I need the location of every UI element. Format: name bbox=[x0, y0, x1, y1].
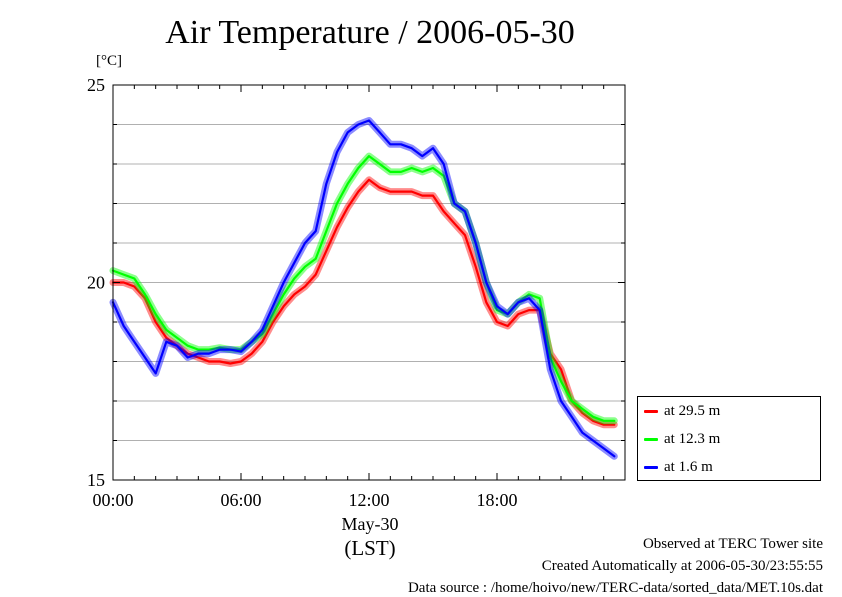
series-line-1 bbox=[111, 155, 616, 422]
x-tick-label: 06:00 bbox=[220, 490, 261, 510]
legend-item-1-6m: at 1.6 m bbox=[644, 456, 713, 478]
legend: at 29.5 m at 12.3 m at 1.6 m bbox=[637, 396, 821, 481]
series-halo-2 bbox=[109, 117, 618, 460]
series-line-2 bbox=[111, 119, 616, 458]
legend-label: at 1.6 m bbox=[664, 459, 713, 475]
x-tick-label: 00:00 bbox=[92, 490, 133, 510]
y-tick-label: 25 bbox=[87, 75, 105, 95]
x-axis-label: (LST) bbox=[344, 536, 396, 560]
legend-label: at 29.5 m bbox=[664, 403, 721, 419]
y-axis-unit: [°C] bbox=[96, 53, 122, 69]
chart-title: Air Temperature / 2006-05-30 bbox=[165, 14, 575, 51]
series-halo-1 bbox=[109, 152, 618, 425]
footer-source: Data source : /home/hoivo/new/TERC-data/… bbox=[407, 580, 823, 596]
x-tick-label: 18:00 bbox=[476, 490, 517, 510]
legend-item-29-5m: at 29.5 m bbox=[644, 400, 720, 422]
x-tick-label: 12:00 bbox=[348, 490, 389, 510]
legend-swatch-blue bbox=[644, 466, 658, 470]
legend-swatch-red bbox=[644, 410, 658, 414]
footer-created: Created Automatically at 2006-05-30/23:5… bbox=[541, 558, 823, 574]
legend-label: at 12.3 m bbox=[664, 431, 721, 447]
x-axis-date-label: May-30 bbox=[341, 514, 399, 534]
y-tick-label: 15 bbox=[87, 470, 105, 490]
y-tick-label: 20 bbox=[87, 273, 105, 293]
legend-swatch-green bbox=[644, 438, 658, 442]
series-line-0 bbox=[111, 178, 616, 426]
footer-site: Observed at TERC Tower site bbox=[642, 536, 823, 552]
legend-item-12-3m: at 12.3 m bbox=[644, 428, 720, 450]
